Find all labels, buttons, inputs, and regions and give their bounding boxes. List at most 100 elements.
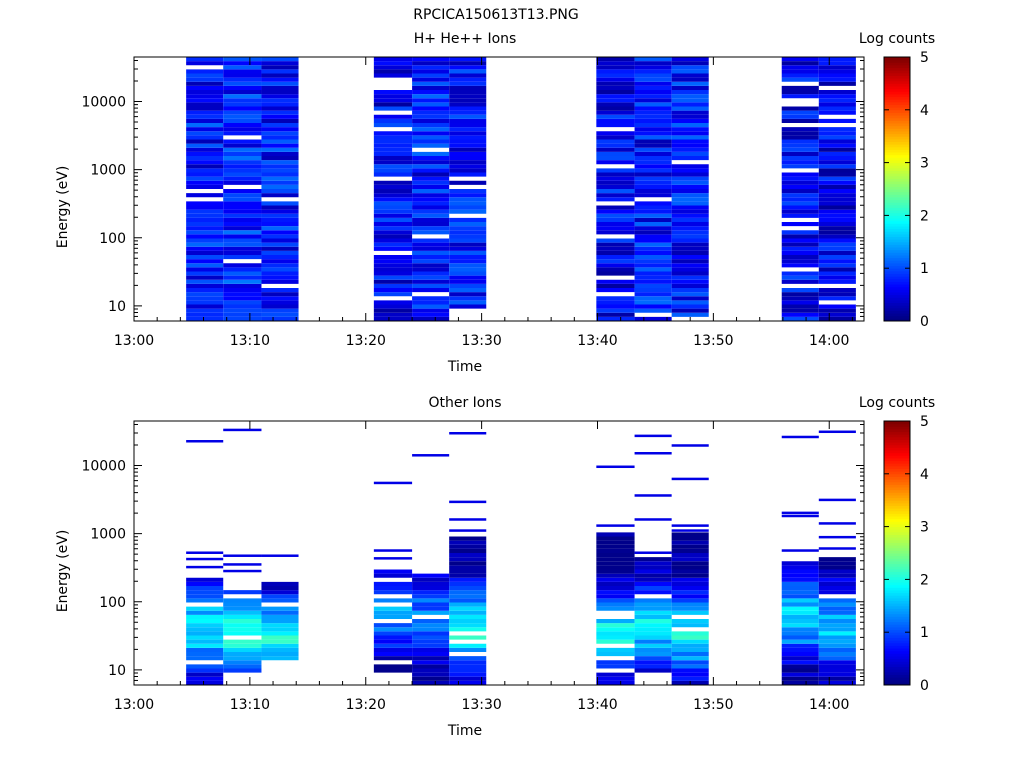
heatmap-cell (186, 551, 224, 554)
heatmap-cell (671, 65, 709, 70)
heatmap-cell (449, 172, 487, 177)
heatmap-column (818, 430, 856, 685)
heatmap-cell (818, 288, 856, 293)
heatmap-cell (449, 180, 487, 185)
heatmap-cell (373, 90, 413, 95)
colorbar-step (884, 423, 910, 427)
heatmap-cell (373, 246, 413, 251)
heatmap-cell (223, 102, 262, 107)
colorbar-step (884, 191, 910, 195)
heatmap-cell (373, 61, 413, 66)
x-axis-label: Time (447, 359, 482, 375)
heatmap-cell (412, 131, 450, 136)
heatmap-cell (781, 304, 819, 309)
heatmap-cell (261, 643, 299, 648)
heatmap-cell (596, 61, 635, 66)
y-tick-label: 100 (99, 595, 126, 611)
heatmap-cell (634, 205, 672, 210)
heatmap-cell (634, 565, 672, 570)
heatmap-cell (818, 586, 856, 591)
heatmap-cell (596, 151, 635, 156)
heatmap-column (634, 434, 672, 673)
heatmap-cell (373, 143, 413, 148)
heatmap-cell (596, 652, 635, 657)
heatmap-cell (373, 222, 413, 227)
heatmap-cell (596, 577, 635, 582)
colorbar: 0 1 2 3 4 5 Log counts (859, 31, 935, 330)
heatmap-cell (818, 118, 856, 123)
heatmap-cell (634, 668, 672, 673)
heatmap-cell (671, 250, 709, 255)
heatmap-cell (671, 581, 709, 586)
heatmap-cell (261, 168, 299, 173)
heatmap-cell (596, 606, 635, 611)
heatmap-cell (412, 201, 450, 206)
heatmap-cell (223, 242, 262, 247)
colorbar-step (884, 560, 910, 565)
heatmap-cell (634, 209, 672, 214)
y-axis: 10 100 1000 10000 (81, 59, 864, 322)
heatmap-cell (818, 676, 856, 681)
heatmap-cell (634, 602, 672, 607)
heatmap-cell (818, 131, 856, 136)
heatmap-cell (412, 151, 450, 156)
heatmap-cell (818, 156, 856, 161)
colorbar-step (884, 566, 910, 570)
y-tick-label: 10 (108, 299, 126, 315)
heatmap-cell (186, 147, 224, 152)
heatmap-cell (671, 197, 709, 202)
heatmap-cell (596, 524, 635, 527)
heatmap-cell (671, 230, 709, 235)
heatmap-cell (223, 631, 262, 636)
panel-other-ions: 13:00 13:10 13:20 13:30 13:40 13:50 14:00 Time 1… (55, 395, 935, 739)
heatmap-cell (186, 69, 224, 74)
heatmap-cell (186, 267, 224, 272)
colorbar-step (884, 101, 910, 106)
heatmap-cell (781, 209, 819, 214)
heatmap-cell (186, 590, 224, 595)
colorbar-step (884, 537, 910, 541)
heatmap-cell (449, 672, 487, 677)
colorbar-frame (883, 56, 911, 322)
heatmap-cell (412, 238, 450, 243)
heatmap-cell (781, 118, 819, 123)
heatmap-cell (373, 639, 413, 644)
heatmap-cell (186, 312, 224, 317)
colorbar-step (884, 516, 910, 520)
heatmap-cell (449, 279, 487, 284)
heatmap-cell (449, 500, 487, 504)
heatmap-cell (818, 255, 856, 260)
heatmap-column (449, 57, 487, 309)
colorbar-step (884, 302, 910, 306)
heatmap-cell (223, 246, 262, 251)
heatmap-cell (412, 90, 450, 95)
heatmap-cell (186, 164, 224, 169)
heatmap-cell (373, 292, 413, 297)
colorbar-step (884, 80, 910, 84)
heatmap-cell (781, 271, 819, 276)
heatmap-cell (781, 627, 819, 632)
heatmap-cell (596, 553, 635, 558)
heatmap-cell (412, 197, 450, 202)
heatmap-cell (223, 213, 262, 218)
heatmap-cell (634, 292, 672, 297)
heatmap-cell (671, 635, 709, 640)
heatmap-column (596, 465, 635, 685)
heatmap-cell (818, 238, 856, 243)
heatmap-cell (412, 660, 450, 665)
heatmap-cell (818, 668, 856, 673)
heatmap-cell (634, 123, 672, 128)
heatmap-cell (412, 213, 450, 218)
heatmap-cell (818, 160, 856, 165)
x-tick-label: 13:00 (114, 333, 154, 349)
heatmap-cell (261, 143, 299, 148)
colorbar-step (884, 218, 910, 222)
heatmap-cell (818, 598, 856, 603)
heatmap-cell (596, 296, 635, 301)
heatmap-cell (671, 602, 709, 607)
heatmap-cell (781, 246, 819, 251)
heatmap-cell (449, 147, 487, 152)
heatmap-cell (818, 577, 856, 582)
heatmap-cell (373, 139, 413, 144)
colorbar-step (884, 447, 910, 451)
